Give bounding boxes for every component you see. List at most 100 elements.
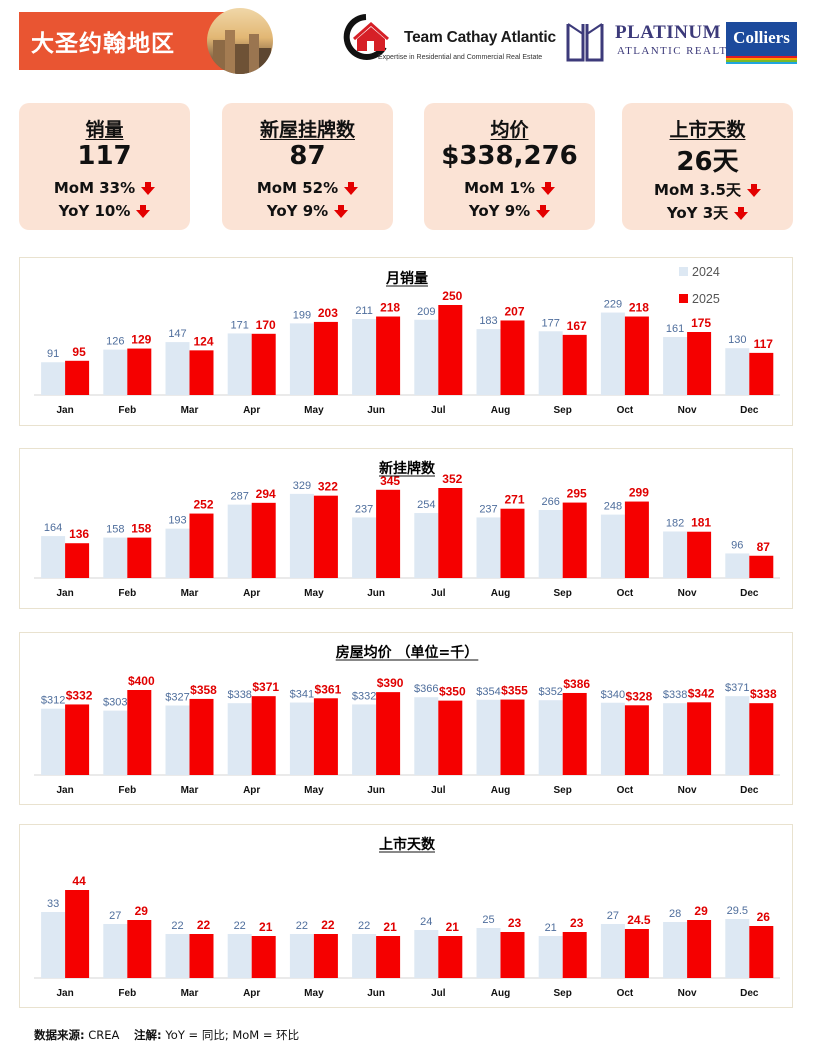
bar-2024 [414, 697, 439, 775]
data-label-2025: 136 [69, 527, 89, 541]
monthly-sales-chart: 月销量 91 95 Jan 126 129 Feb 147 124 Mar 171 170 Apr 199… [34, 265, 780, 416]
bar-2024 [103, 710, 128, 775]
x-tick-label: Nov [678, 988, 697, 999]
data-label-2025: 181 [691, 516, 711, 530]
x-tick-label: Mar [181, 988, 199, 999]
bar-2025 [376, 692, 401, 775]
x-tick-label: Dec [740, 405, 759, 416]
x-tick-label: Oct [617, 405, 634, 416]
cathay-name: Team Cathay Atlantic [404, 29, 556, 46]
data-label-2024: 182 [666, 517, 684, 529]
data-label-2024: 254 [417, 499, 435, 511]
kpi-mom-row: MoM 33% [19, 179, 190, 197]
x-tick-label: Apr [243, 988, 260, 999]
kpi-yoy: YoY 3天 [666, 204, 729, 222]
x-tick-label: Jun [367, 405, 385, 416]
platinum-building-icon [566, 23, 604, 62]
kpi-label: 均价 [490, 119, 529, 141]
data-label-2025: $390 [377, 676, 404, 690]
bar-2024 [663, 703, 688, 775]
data-label-2024: 33 [47, 898, 59, 910]
data-label-2024: 211 [355, 305, 373, 317]
x-tick-label: Jan [56, 785, 73, 796]
chart-title: 上市天数 [379, 836, 436, 853]
x-tick-label: Oct [617, 785, 634, 796]
kpi-mom-row: MoM 3.5天 [622, 179, 793, 200]
data-label-2024: $338 [663, 689, 687, 701]
data-label-2025: $328 [626, 689, 653, 703]
x-tick-label: Aug [491, 785, 510, 796]
bar-2024 [227, 703, 252, 775]
x-tick-label: Feb [118, 588, 136, 599]
data-label-2024: $366 [414, 683, 438, 695]
data-label-2025: 294 [256, 487, 276, 501]
data-label-2025: 250 [442, 289, 462, 303]
data-label-2025: 175 [691, 316, 711, 330]
bar-2025 [500, 932, 525, 978]
bar-2025 [749, 703, 774, 775]
data-label-2025: 129 [131, 333, 151, 347]
data-label-2025: 29 [694, 904, 708, 918]
new-listings-chart: 新挂牌数 164 136 Jan 158 158 Feb 193 252 Mar 287 294 Apr… [34, 460, 780, 599]
bar-2024 [476, 517, 501, 578]
data-label-2025: 95 [72, 345, 86, 359]
bar-2024 [165, 342, 190, 395]
data-label-2024: 91 [47, 348, 59, 360]
x-tick-label: Feb [118, 405, 136, 416]
platinum-subtitle: ATLANTIC REALTY [617, 45, 737, 57]
bar-2025 [749, 555, 774, 578]
x-tick-label: Dec [740, 785, 759, 796]
data-label-2024: $332 [352, 690, 376, 702]
data-label-2025: 21 [446, 920, 460, 934]
bar-2025 [500, 320, 525, 395]
data-label-2025: $400 [128, 674, 155, 688]
down-arrow-icon [734, 206, 749, 221]
data-label-2024: $327 [165, 692, 189, 704]
x-tick-label: Oct [617, 588, 634, 599]
data-label-2024: $303 [103, 697, 127, 709]
data-label-2025: 23 [570, 916, 584, 930]
data-label-2025: 124 [193, 334, 213, 348]
x-tick-label: Apr [243, 588, 260, 599]
data-label-2025: 203 [318, 306, 338, 320]
data-label-2024: 193 [168, 515, 186, 527]
bar-2024 [41, 708, 66, 775]
data-label-2024: 171 [231, 319, 249, 331]
data-label-2025: $355 [501, 684, 528, 698]
down-arrow-icon [141, 181, 156, 196]
down-arrow-icon [540, 181, 555, 196]
x-tick-label: Mar [181, 405, 199, 416]
chart-title: 房屋均价 （单位=千） [336, 644, 479, 661]
bar-2025 [189, 698, 214, 775]
bar-2025 [749, 926, 774, 978]
data-label-2024: 229 [604, 299, 622, 311]
bar-2025 [127, 920, 152, 978]
bar-2024 [41, 536, 66, 578]
kpi-card-days-on-market: 上市天数 26天 MoM 3.5天 YoY 3天 [622, 103, 793, 230]
bar-2024 [41, 912, 66, 978]
bar-2024 [352, 517, 377, 578]
data-label-2024: 199 [293, 309, 311, 321]
platinum-name: PLATINUM [615, 22, 722, 43]
chart-panel-new-listings: 新挂牌数 164 136 Jan 158 158 Feb 193 252 Mar 287 294 Apr… [19, 448, 793, 609]
x-tick-label: Mar [181, 785, 199, 796]
source-label: 数据来源: [34, 1028, 85, 1042]
bar-2025 [189, 513, 214, 578]
data-label-2025: 21 [383, 920, 397, 934]
bar-2024 [538, 936, 563, 978]
data-label-2024: 329 [293, 480, 311, 492]
data-label-2024: 27 [109, 910, 121, 922]
bar-2025 [376, 936, 401, 978]
x-tick-label: Apr [243, 785, 260, 796]
data-label-2025: 299 [629, 486, 649, 500]
data-label-2025: 24.5 [627, 913, 651, 927]
x-tick-label: Nov [678, 588, 697, 599]
x-tick-label: Nov [678, 785, 697, 796]
bar-2024 [663, 531, 688, 578]
bar-2024 [289, 493, 314, 578]
days-on-market-chart: 上市天数 33 44 Jan 27 29 Feb 22 22 Mar 22 21 Apr 22 22 May 2… [34, 836, 780, 999]
data-label-2025: 352 [442, 472, 462, 486]
x-tick-label: May [304, 785, 324, 796]
bar-2025 [687, 920, 712, 978]
data-label-2024: 22 [171, 920, 183, 932]
